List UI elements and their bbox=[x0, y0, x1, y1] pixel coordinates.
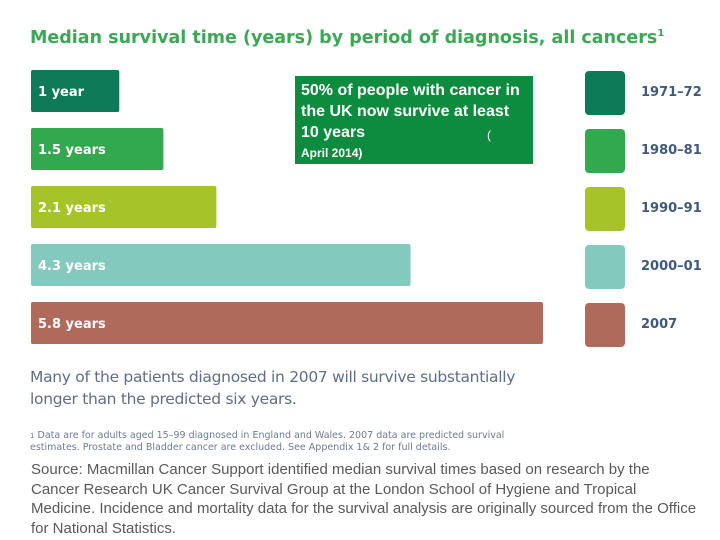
bar-2 bbox=[31, 186, 217, 228]
callout-box: 50% of people with cancer in the UK now … bbox=[295, 76, 533, 164]
legend-label-0: 1971–72 bbox=[641, 85, 702, 100]
callout-text: 50% of people with cancer in the UK now … bbox=[301, 82, 520, 141]
bar-value-label-0: 1 year bbox=[38, 85, 85, 100]
footnote: 1 Data are for adults aged 15–99 diagnos… bbox=[30, 430, 505, 453]
legend-label-4: 2007 bbox=[641, 317, 677, 332]
bar-0 bbox=[31, 70, 120, 112]
legend-swatch-3 bbox=[585, 245, 625, 289]
legend-swatch-1 bbox=[585, 129, 625, 173]
bar-3 bbox=[31, 244, 411, 286]
legend-label-3: 2000–01 bbox=[641, 259, 702, 274]
legend-swatch-2 bbox=[585, 187, 625, 231]
bar-value-label-4: 5.8 years bbox=[38, 317, 106, 332]
bar-value-label-2: 2.1 years bbox=[38, 201, 106, 216]
bar-1 bbox=[31, 128, 164, 170]
bar-value-label-3: 4.3 years bbox=[38, 259, 106, 274]
callout-date: April 2014) bbox=[301, 146, 363, 160]
legend-swatch-0 bbox=[585, 71, 625, 115]
callout-paren: ( bbox=[487, 128, 491, 142]
legend-label-2: 1990–91 bbox=[641, 201, 702, 216]
bar-value-label-1: 1.5 years bbox=[38, 143, 106, 158]
chart-title: Median survival time (years) by period o… bbox=[30, 28, 665, 48]
chart: 1 year 1971–72 1.5 years 1980–81 2.1 years 19… bbox=[31, 70, 702, 347]
source-text: Source: Macmillan Cancer Support identif… bbox=[31, 461, 697, 537]
chart-note: Many of the patients diagnosed in 2007 w… bbox=[30, 368, 516, 408]
legend-swatch-4 bbox=[585, 303, 625, 347]
legend-label-1: 1980–81 bbox=[641, 143, 702, 158]
bar-4 bbox=[31, 302, 543, 344]
